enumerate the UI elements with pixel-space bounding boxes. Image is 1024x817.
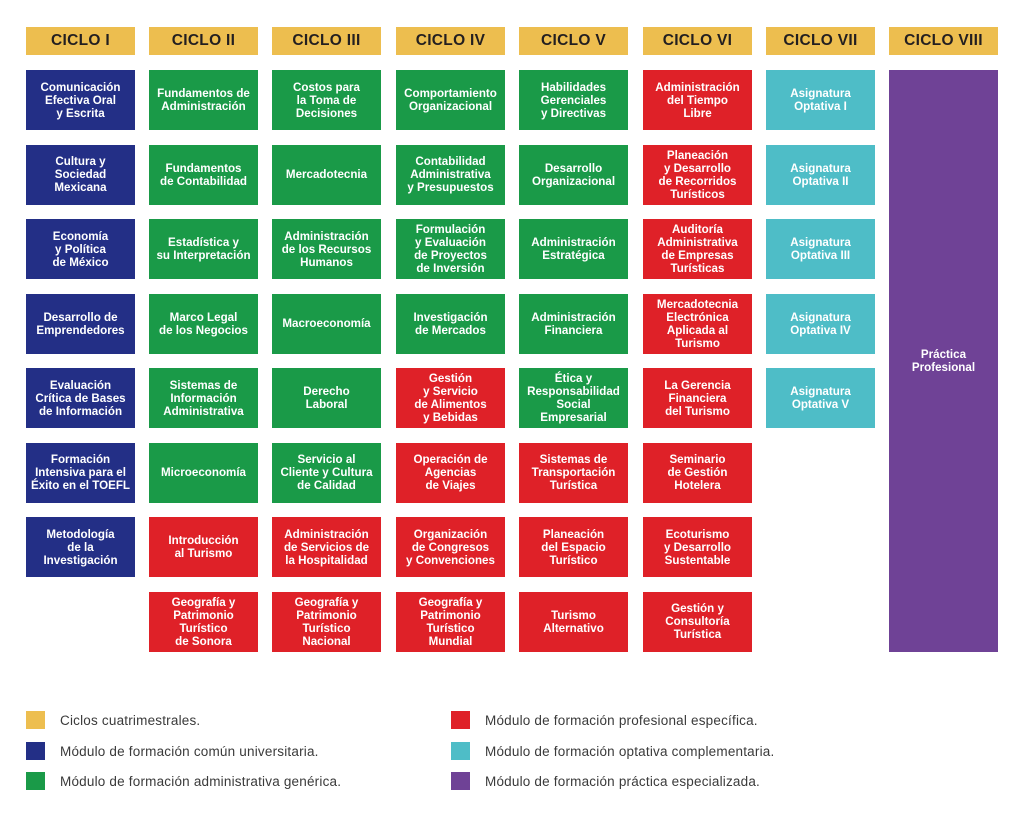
course-cell: Administración de Servicios de la Hospit… bbox=[272, 517, 381, 577]
legend-swatch bbox=[26, 742, 45, 760]
course-cell: Práctica Profesional bbox=[889, 70, 998, 652]
course-cell: Administración Financiera bbox=[519, 293, 628, 354]
course-cell: Geografía y Patrimonio Turístico Naciona… bbox=[272, 591, 381, 652]
legend-item: Ciclos cuatrimestrales. bbox=[26, 711, 200, 729]
course-cell: Comportamiento Organizacional bbox=[396, 70, 505, 130]
course-cell: Fundamentos de Contabilidad bbox=[149, 144, 258, 205]
ciclo-header: CICLO V bbox=[519, 27, 628, 55]
course-cell: Gestión y Servicio de Alimentos y Bebida… bbox=[396, 368, 505, 428]
legend-item: Módulo de formación común universitaria. bbox=[26, 742, 319, 760]
legend-item: Módulo de formación profesional específi… bbox=[451, 711, 758, 729]
ciclo-column: CICLO VIII Práctica Profesional bbox=[889, 27, 998, 652]
course-cell: Desarrollo de Emprendedores bbox=[26, 293, 135, 354]
course-cell: Geografía y Patrimonio Turístico de Sono… bbox=[149, 591, 258, 652]
legend-swatch bbox=[451, 711, 470, 729]
course-cell: Investigación de Mercados bbox=[396, 293, 505, 354]
course-cell: Geografía y Patrimonio Turístico Mundial bbox=[396, 591, 505, 652]
legend-label: Módulo de formación administrativa genér… bbox=[60, 773, 342, 789]
course-cell: Desarrollo Organizacional bbox=[519, 144, 628, 205]
course-cell: Servicio al Cliente y Cultura de Calidad bbox=[272, 442, 381, 503]
course-cell: Planeación y Desarrollo de Recorridos Tu… bbox=[643, 144, 752, 205]
ciclo-column: CICLO VII Asignatura Optativa I Asignatura… bbox=[766, 27, 875, 428]
ciclo-column: CICLO II Fundamentos de Administración Fun… bbox=[149, 27, 258, 652]
course-cell: Ética y Responsabilidad Social Empresari… bbox=[519, 368, 628, 428]
ciclo-header: CICLO VIII bbox=[889, 27, 998, 55]
legend-item: Módulo de formación práctica especializa… bbox=[451, 772, 760, 790]
legend-item: Módulo de formación optativa complementa… bbox=[451, 742, 774, 760]
course-cell: Sistemas de Información Administrativa bbox=[149, 368, 258, 428]
course-cell: Asignatura Optativa III bbox=[766, 219, 875, 279]
legend-label: Ciclos cuatrimestrales. bbox=[60, 712, 201, 728]
course-cell: Evaluación Crítica de Bases de Informaci… bbox=[26, 368, 135, 428]
legend-label: Módulo de formación optativa complementa… bbox=[485, 743, 775, 759]
course-cell: Habilidades Gerenciales y Directivas bbox=[519, 70, 628, 130]
course-cell: Mercadotecnia bbox=[272, 144, 381, 205]
course-cell: Fundamentos de Administración bbox=[149, 70, 258, 130]
course-cell: Metodología de la Investigación bbox=[26, 517, 135, 577]
course-cell: Organización de Congresos y Convenciones bbox=[396, 517, 505, 577]
ciclo-column: CICLO VI Administración del Tiempo Libre P… bbox=[643, 27, 752, 652]
course-cell: Estadística y su Interpretación bbox=[149, 219, 258, 279]
course-cell: Planeación del Espacio Turístico bbox=[519, 517, 628, 577]
legend-label: Módulo de formación común universitaria. bbox=[60, 743, 319, 759]
course-cell: Administración del Tiempo Libre bbox=[643, 70, 752, 130]
ciclo-column: CICLO III Costos para la Toma de Decision… bbox=[272, 27, 381, 652]
legend-label: Módulo de formación práctica especializa… bbox=[485, 773, 760, 789]
ciclo-column: CICLO I Comunicación Efectiva Oral y Escr… bbox=[26, 27, 135, 577]
course-cell: Administración Estratégica bbox=[519, 219, 628, 279]
course-cell: Asignatura Optativa IV bbox=[766, 293, 875, 354]
legend-label: Módulo de formación profesional específi… bbox=[485, 712, 758, 728]
course-cell: Formación Intensiva para el Éxito en el … bbox=[26, 442, 135, 503]
legend-swatch bbox=[451, 742, 470, 760]
course-cell: Sistemas de Transportación Turística bbox=[519, 442, 628, 503]
course-cell: Derecho Laboral bbox=[272, 368, 381, 428]
course-cell: Formulación y Evaluación de Proyectos de… bbox=[396, 219, 505, 279]
course-cell: Seminario de Gestión Hotelera bbox=[643, 442, 752, 503]
course-cell: Cultura y Sociedad Mexicana bbox=[26, 144, 135, 205]
course-cell: Ecoturismo y Desarrollo Sustentable bbox=[643, 517, 752, 577]
legend-swatch bbox=[26, 711, 45, 729]
course-cell: Mercadotecnia Electrónica Aplicada al Tu… bbox=[643, 293, 752, 354]
course-cell: Asignatura Optativa V bbox=[766, 368, 875, 428]
course-cell: Contabilidad Administrativa y Presupuest… bbox=[396, 144, 505, 205]
course-cell: Turismo Alternativo bbox=[519, 591, 628, 652]
course-cell: Economía y Política de México bbox=[26, 219, 135, 279]
course-cell: Asignatura Optativa I bbox=[766, 70, 875, 130]
ciclo-header: CICLO VII bbox=[766, 27, 875, 55]
course-cell: Introducción al Turismo bbox=[149, 517, 258, 577]
ciclo-column: CICLO IV Comportamiento Organizacional Con… bbox=[396, 27, 505, 652]
course-cell: Macroeconomía bbox=[272, 293, 381, 354]
course-cell: Asignatura Optativa II bbox=[766, 144, 875, 205]
course-cell: Gestión y Consultoría Turística bbox=[643, 591, 752, 652]
ciclo-header: CICLO IV bbox=[396, 27, 505, 55]
ciclo-header: CICLO VI bbox=[643, 27, 752, 55]
course-cell: Marco Legal de los Negocios bbox=[149, 293, 258, 354]
ciclo-column: CICLO V Habilidades Gerenciales y Directi… bbox=[519, 27, 628, 652]
course-cell: La Gerencia Financiera del Turismo bbox=[643, 368, 752, 428]
course-cell: Operación de Agencias de Viajes bbox=[396, 442, 505, 503]
course-cell: Costos para la Toma de Decisiones bbox=[272, 70, 381, 130]
legend-swatch bbox=[451, 772, 470, 790]
ciclo-header: CICLO III bbox=[272, 27, 381, 55]
course-cell: Microeconomía bbox=[149, 442, 258, 503]
ciclo-header: CICLO II bbox=[149, 27, 258, 55]
ciclo-header: CICLO I bbox=[26, 27, 135, 55]
legend-item: Módulo de formación administrativa genér… bbox=[26, 772, 341, 790]
course-cell: Comunicación Efectiva Oral y Escrita bbox=[26, 70, 135, 130]
course-cell: Administración de los Recursos Humanos bbox=[272, 219, 381, 279]
legend-swatch bbox=[26, 772, 45, 790]
course-cell: Auditoría Administrativa de Empresas Tur… bbox=[643, 219, 752, 279]
